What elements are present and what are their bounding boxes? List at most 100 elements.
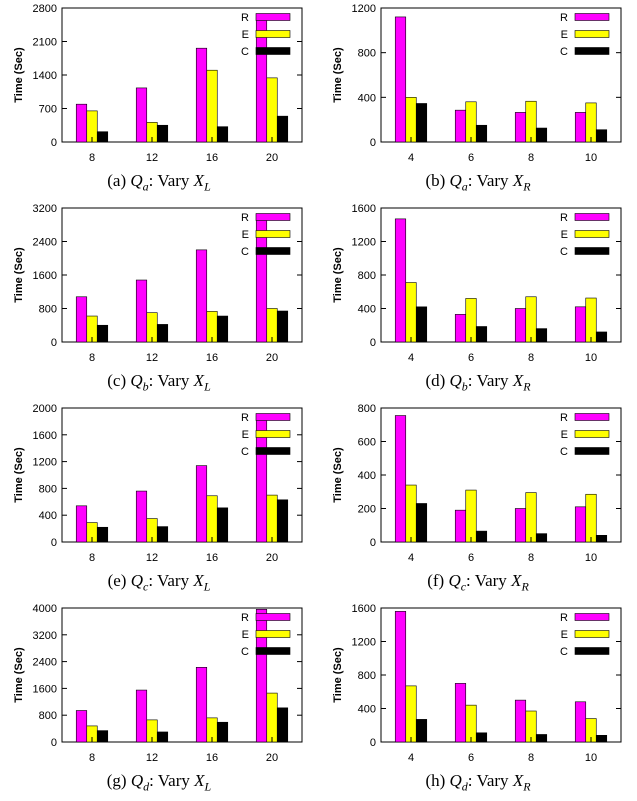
legend-swatch-r <box>255 213 291 221</box>
y-tick-label: 1600 <box>33 683 57 695</box>
caption-text: : Vary <box>467 171 513 190</box>
bar-c-16 <box>216 721 229 743</box>
legend-label: E <box>561 229 568 241</box>
caption-x: X <box>193 571 204 590</box>
bar-r-12 <box>135 490 148 543</box>
bar-e-4 <box>405 484 417 543</box>
bar-e-6 <box>465 489 477 543</box>
y-axis-label: Time (Sec) <box>13 447 25 503</box>
bar-r-8 <box>514 508 527 543</box>
caption-q: Q <box>449 771 462 790</box>
caption-q-sub: b <box>461 379 468 394</box>
bar-c-12 <box>156 324 169 343</box>
bar-r-16 <box>195 249 208 343</box>
legend-label: R <box>241 412 249 424</box>
y-axis-label: Time (Sec) <box>332 47 344 103</box>
y-axis-label: Time (Sec) <box>13 647 25 703</box>
bar-c-4 <box>415 719 428 743</box>
bar-c-12 <box>156 526 169 543</box>
legend-swatch-e <box>255 230 291 238</box>
caption-text: : Vary <box>148 571 194 590</box>
caption-q: Q <box>449 371 462 390</box>
y-tick-label: 1600 <box>33 270 57 282</box>
bar-e-4 <box>405 685 417 743</box>
bar-r-8 <box>514 112 527 143</box>
y-tick-label: 1600 <box>352 203 376 215</box>
caption-q: Q <box>449 171 462 190</box>
caption-label: (b) <box>425 171 446 190</box>
bar-c-10 <box>595 331 608 343</box>
y-tick-label: 600 <box>358 437 376 449</box>
bar-r-12 <box>135 87 148 143</box>
y-tick-label: 1200 <box>33 457 57 469</box>
y-tick-label: 1400 <box>33 70 57 82</box>
bar-e-10 <box>585 297 597 343</box>
caption-q: Q <box>130 371 143 390</box>
x-tick-label: 8 <box>89 352 95 364</box>
y-tick-label: 800 <box>358 403 376 415</box>
bar-r-20 <box>255 609 268 743</box>
chart-svg: 0 400 800 1200 Time (Sec) 4 6 8 10 REC <box>332 3 622 164</box>
x-tick-label: 10 <box>585 552 597 564</box>
bar-r-4 <box>394 611 407 743</box>
x-tick-label: 4 <box>408 352 414 364</box>
x-tick-label: 6 <box>468 152 474 164</box>
chart-panel-d: 0 400 800 1200 1600 Time (Sec) 4 6 8 10 R E C (d) Qb:… <box>319 200 637 400</box>
legend-swatch-c <box>255 47 291 55</box>
y-tick-label: 0 <box>370 137 376 149</box>
bar-e-8 <box>525 100 537 143</box>
legend-label: C <box>241 646 249 658</box>
legend-label: C <box>560 246 568 258</box>
x-tick-label: 6 <box>468 352 474 364</box>
x-tick-label: 12 <box>146 152 158 164</box>
bar-c-6 <box>475 530 488 543</box>
legend-swatch-e <box>255 30 291 38</box>
legend-label: E <box>242 429 249 441</box>
bar-r-8 <box>514 699 527 743</box>
legend-label: C <box>241 246 249 258</box>
y-tick-label: 0 <box>51 137 57 149</box>
legend-label: C <box>560 46 568 58</box>
chart-panel-g: 0 800 1600 2400 3200 4000 Time (Sec) 8 12 16 20 R E C… <box>0 600 318 800</box>
panel-caption: (e) Qc: Vary XL <box>0 571 318 594</box>
caption-q-sub: a <box>142 179 149 194</box>
panel-caption: (h) Qd: Vary XR <box>319 771 637 794</box>
bar-r-6 <box>454 509 467 543</box>
bar-e-20 <box>266 77 278 143</box>
bar-r-10 <box>574 506 587 543</box>
caption-x-sub: R <box>521 579 529 594</box>
legend-swatch-e <box>574 30 610 38</box>
x-tick-label: 10 <box>585 152 597 164</box>
legend-label: R <box>241 612 249 624</box>
panel-caption: (f) Qc: Vary XR <box>319 571 637 594</box>
y-tick-label: 400 <box>358 92 376 104</box>
caption-q-sub: d <box>461 779 468 794</box>
bar-c-16 <box>216 507 229 543</box>
caption-q-sub: c <box>460 579 467 594</box>
bar-c-12 <box>156 124 169 143</box>
y-tick-label: 700 <box>39 104 57 116</box>
x-tick-label: 16 <box>206 152 218 164</box>
x-tick-label: 10 <box>585 752 597 764</box>
bar-r-6 <box>454 109 467 143</box>
bar-e-20 <box>266 494 278 543</box>
y-tick-label: 2800 <box>33 3 57 15</box>
bar-r-10 <box>574 306 587 343</box>
bar-r-10 <box>574 112 587 143</box>
caption-x: X <box>194 771 205 790</box>
bar-c-8 <box>96 526 109 543</box>
legend-label: R <box>560 412 568 424</box>
bar-c-8 <box>535 127 548 143</box>
legend-swatch-c <box>574 47 610 55</box>
y-tick-label: 400 <box>39 510 57 522</box>
caption-label: (g) <box>106 771 127 790</box>
bar-c-20 <box>276 499 289 543</box>
caption-label: (a) <box>107 171 127 190</box>
caption-x-sub: L <box>204 779 212 794</box>
legend-label: R <box>241 212 249 224</box>
chart-panel-f: 0 200 400 600 800 Time (Sec) 4 6 8 10 R E C (f) Qc: V… <box>319 400 637 600</box>
x-tick-label: 12 <box>146 552 158 564</box>
legend-swatch-r <box>574 613 610 621</box>
panel-caption: (b) Qa: Vary XR <box>319 171 637 194</box>
